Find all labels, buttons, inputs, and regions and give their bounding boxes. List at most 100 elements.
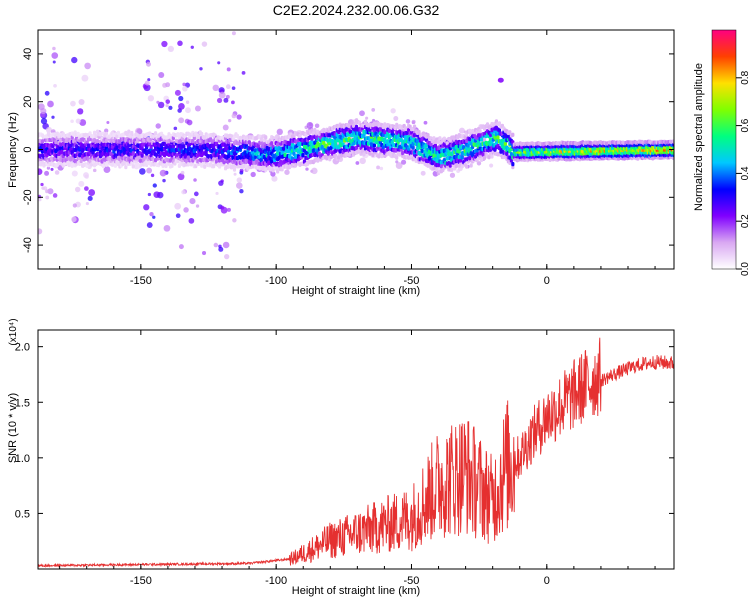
heatmap-ridge-cell (165, 135, 170, 140)
heatmap-ridge-cell (192, 135, 196, 141)
heatmap-speckle (182, 86, 188, 92)
heatmap-speckle (489, 163, 494, 168)
heatmap-ridge-cell (253, 148, 257, 153)
heatmap-ridge-cell (140, 153, 144, 158)
heatmap-ridge-cell (58, 138, 62, 143)
heatmap-speckle (189, 198, 196, 205)
heatmap-speckle (180, 170, 185, 175)
heatmap-x-tick-label: -100 (265, 275, 287, 287)
heatmap-speckle (161, 40, 168, 48)
heatmap-speckle (239, 189, 244, 194)
heatmap-speckle (51, 52, 59, 59)
heatmap-y-axis-label: Frequency (Hz) (7, 112, 19, 188)
heatmap-speckle (138, 168, 146, 175)
heatmap-speckle (50, 167, 54, 171)
heatmap-speckle (71, 56, 78, 64)
heatmap-speckle (390, 108, 396, 114)
heatmap-speckle (88, 189, 96, 196)
heatmap-speckle (52, 193, 58, 198)
colorbar-tick-label: 0.6 (740, 118, 750, 132)
heatmap-ridge-cell (40, 139, 45, 144)
heatmap-speckle (147, 95, 155, 102)
heatmap-speckle (84, 62, 91, 70)
heatmap-speckle (222, 241, 230, 249)
heatmap-speckle (72, 203, 77, 208)
heatmap-ridge-cell (420, 148, 424, 154)
heatmap-ridge-cell (94, 134, 98, 139)
heatmap-ridge-cell (432, 153, 436, 159)
heatmap-speckle (231, 113, 237, 119)
heatmap-speckle (144, 80, 150, 86)
heatmap-ridge-cell (76, 131, 80, 137)
heatmap-ridge-cell (468, 128, 472, 134)
heatmap-speckle (168, 105, 173, 110)
heatmap-ridge-cell (348, 129, 353, 135)
heatmap-ridge-cell (91, 159, 95, 164)
snr-x-ticks: -150 -100 -50 0 (59, 330, 656, 587)
colorbar-ticks: 0.0 0.2 0.4 0.6 0.8 (736, 70, 750, 276)
heatmap-speckle (165, 99, 171, 104)
heatmap-speckle (236, 182, 243, 189)
heatmap-speckle (47, 100, 54, 108)
heatmap-speckle (147, 78, 151, 82)
heatmap-speckle (185, 107, 191, 114)
heatmap-speckle (182, 82, 186, 87)
heatmap-speckle (46, 166, 51, 170)
heatmap-speckle (359, 157, 366, 165)
heatmap-ridge-cell (427, 156, 432, 161)
heatmap-ridge-cell (485, 122, 490, 127)
heatmap-ridge-cell (79, 158, 83, 164)
heatmap-speckle (77, 108, 84, 115)
snr-y-tick-label: 0.5 (15, 508, 30, 520)
heatmap-ridge-cell (445, 141, 449, 146)
heatmap-speckle (226, 207, 231, 212)
heatmap-ridge-cell (469, 163, 473, 168)
heatmap-blob (497, 77, 504, 83)
heatmap-speckle (314, 123, 320, 129)
heatmap-ridge-cell (182, 144, 186, 149)
heatmap-speckle (143, 204, 150, 211)
heatmap-speckle (159, 169, 167, 177)
heatmap-speckle (78, 180, 85, 187)
heatmap-ridge-cell (170, 163, 174, 168)
heatmap-ridge-cell (212, 164, 216, 169)
heatmap-speckle (38, 168, 43, 175)
heatmap-ridge-cell (115, 145, 119, 150)
heatmap-ridge-cell (264, 135, 268, 140)
heatmap-speckle (147, 192, 152, 197)
heatmap-y-ticks: -40 -20 0 20 40 (22, 48, 674, 253)
heatmap-ridge-cell (387, 128, 391, 133)
heatmap-speckle (423, 120, 428, 125)
heatmap-speckle (83, 172, 89, 178)
heatmap-speckle (38, 228, 43, 235)
heatmap-speckle (225, 94, 230, 99)
heatmap-speckle (219, 24, 223, 28)
heatmap-ridge-cell (487, 154, 491, 160)
heatmap-speckle (231, 86, 236, 90)
heatmap-ridge-cell (448, 163, 452, 168)
heatmap-speckle (167, 45, 174, 53)
heatmap-speckle (311, 167, 318, 175)
heatmap-ridge-cell (232, 167, 237, 172)
heatmap-ridge-cell (91, 134, 95, 139)
heatmap-speckle (92, 168, 97, 173)
heatmap-speckle (188, 217, 195, 224)
heatmap-ridge-cell (496, 135, 500, 140)
heatmap-speckle (233, 172, 237, 176)
heatmap-ridge-cell (69, 143, 73, 148)
heatmap-y-tick-label: -20 (22, 189, 34, 205)
heatmap-speckle (226, 67, 231, 72)
heatmap-x-tick-label: -50 (404, 275, 420, 287)
heatmap-speckle (79, 119, 87, 126)
heatmap-speckle (71, 216, 77, 223)
heatmap-speckle (87, 195, 93, 201)
heatmap-y-tick-label: 40 (22, 48, 34, 60)
heatmap-speckle (224, 253, 230, 260)
heatmap-speckle (74, 186, 81, 193)
colorbar-tick-label: 0.2 (740, 214, 750, 228)
heatmap-speckle (220, 206, 228, 214)
heatmap-y-tick-label: -40 (22, 237, 34, 253)
heatmap-ridge-cell (465, 164, 469, 169)
heatmap-speckle (183, 207, 189, 213)
heatmap-speckle (84, 186, 89, 191)
